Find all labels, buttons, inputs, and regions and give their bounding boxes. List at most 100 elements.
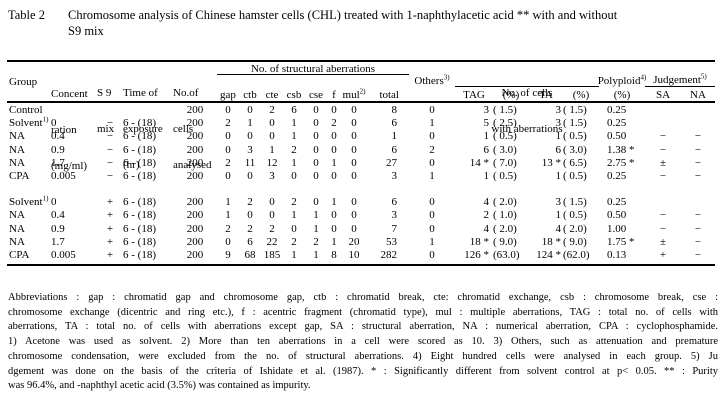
cell: 1: [313, 222, 319, 235]
cell: −: [694, 130, 702, 143]
footnote-line: 1) Acetone was used as solvent. 2) More …: [8, 336, 718, 348]
cell: 6: [483, 143, 490, 156]
header-s9-mix: S 9 mix: [97, 87, 115, 135]
footnote-line: dgement was done on the basis of the cri…: [8, 365, 718, 377]
cell: −: [106, 169, 114, 182]
cell: 1: [391, 130, 398, 143]
cell: ( 7.0): [493, 156, 517, 169]
header-judgement: Judgement5): [645, 63, 715, 87]
cell: 1: [429, 117, 435, 130]
cell: 6 - (18): [123, 143, 156, 156]
cell: 0: [51, 117, 57, 130]
cell: 1: [269, 143, 275, 156]
cell: [681, 104, 715, 117]
cell: ( 9.0): [563, 235, 587, 248]
cell: 0: [313, 104, 319, 116]
cell: NA: [9, 156, 25, 169]
cell: 6: [555, 143, 562, 156]
cell: 6 - (18): [123, 196, 156, 209]
cell: 14 *: [469, 156, 489, 169]
cell: 200: [186, 209, 204, 222]
cell: 1: [291, 130, 297, 143]
cell: 0: [351, 117, 357, 130]
cell: +: [106, 196, 114, 209]
cell: 0: [269, 209, 275, 222]
cell: 2: [429, 143, 435, 156]
cell: 3: [555, 117, 562, 130]
cell: [681, 117, 715, 130]
cell: ( 6.5): [563, 156, 587, 169]
table-row: Solvent1) 0 +6 - (18) 200 1 2 0 2 0 1 0 6 0 4( 2.0) 3(…: [7, 195, 715, 209]
header-polyploid-pct: (%): [613, 89, 631, 101]
cell: −: [694, 143, 702, 156]
cell: 0: [351, 143, 357, 156]
cell: 200: [186, 156, 204, 169]
footnote-line: aberrations, TA : total no. of cells wit…: [8, 321, 718, 333]
footnotes: Abbreviations : gap : chromatid gap and …: [8, 291, 718, 394]
cell: NA: [9, 222, 25, 235]
cell: (63.0): [493, 248, 520, 261]
cell: 6: [391, 117, 398, 130]
cell: 8: [391, 104, 398, 116]
cell: 0: [351, 130, 357, 143]
cell: 3: [269, 169, 275, 182]
cell: [51, 104, 97, 117]
cell: 0: [331, 130, 337, 143]
cell: NA: [9, 130, 25, 143]
cell: 200: [186, 143, 204, 156]
cell: (62.0): [563, 248, 590, 261]
cell: 0: [313, 143, 319, 156]
cell: 0: [225, 104, 231, 116]
cell: CPA: [9, 169, 30, 182]
cell: 2.75 *: [607, 156, 635, 169]
header-others: Others3): [414, 73, 450, 87]
cell: 1: [331, 196, 337, 209]
cell: 0.9: [51, 222, 65, 235]
header-cells-analysed: No.of cells analysed: [173, 87, 212, 171]
cell: 5: [483, 117, 490, 130]
cell: 11: [244, 156, 256, 169]
cell: ( 3.0): [563, 143, 587, 156]
cell: 3: [247, 143, 253, 156]
table-header: Group Concent ration (mg/ml) S 9 mix Tim…: [7, 60, 715, 172]
cell: 0: [225, 143, 231, 156]
cell: 1: [555, 169, 562, 182]
cell: 53: [386, 235, 397, 248]
cell: ( 3.0): [493, 143, 517, 156]
data-table: Group Concent ration (mg/ml) S 9 mix Tim…: [7, 60, 715, 267]
cell: 0.25: [607, 169, 627, 182]
cell: +: [106, 248, 114, 261]
cell: 3: [483, 104, 490, 116]
cell: 0.50: [607, 130, 627, 143]
cell: 2: [247, 196, 253, 209]
header-mul: mul2): [342, 87, 366, 101]
cell: 0: [331, 222, 337, 235]
cell: 0.25: [607, 196, 627, 209]
cell: 0.005: [51, 248, 76, 261]
cell: ( 2.0): [493, 222, 517, 235]
cell: 0: [269, 130, 275, 143]
cell: 0.4: [51, 209, 65, 222]
cell: 1: [225, 196, 231, 209]
cell: 1: [331, 235, 337, 248]
table-row: NA 1.7 +6 - (18) 200 0 6 22 2 2 1 20 53 1 18 *( 9.0) 1…: [7, 236, 715, 249]
cell: 1.75 *: [607, 235, 635, 248]
cell: 2: [313, 235, 319, 248]
cell: 0.005: [51, 169, 76, 182]
cell: NA: [9, 143, 25, 156]
cell: ±: [659, 235, 667, 248]
cell: 0: [225, 235, 231, 248]
cell: 0: [225, 130, 231, 143]
table-body: Control 200 0 0 2 6 0 0 0 8 0 3( 1.5) 3( 1.5) 0.25 Sol…: [7, 103, 715, 267]
table-row: CPA 0.005 +6 - (18) 200 9 68 185 1 1 8 10 282 0 126 *…: [7, 249, 715, 262]
cell: 1: [225, 209, 231, 222]
cell: 1: [291, 248, 297, 261]
cell: 0: [429, 156, 435, 169]
header-ta: TA: [539, 89, 553, 101]
cell: 1: [483, 169, 490, 182]
cell: 2: [331, 117, 337, 130]
cell: 18 *: [541, 235, 561, 248]
cell: −: [694, 222, 702, 235]
group-spacer: [7, 183, 715, 196]
cell: 0: [313, 196, 319, 209]
